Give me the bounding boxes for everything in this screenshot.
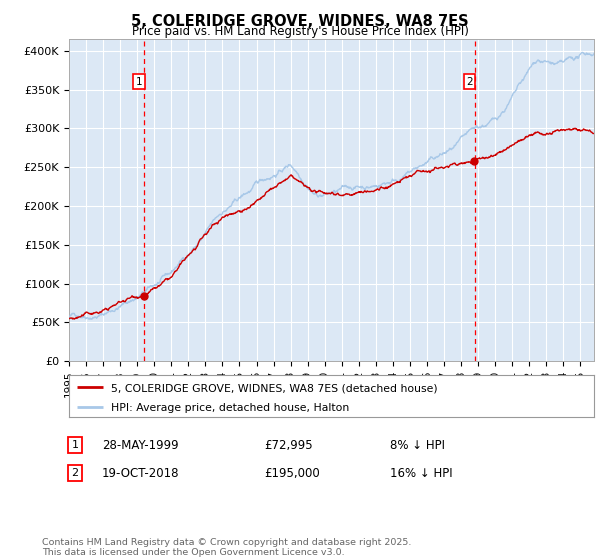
Text: 16% ↓ HPI: 16% ↓ HPI: [390, 466, 452, 480]
Text: HPI: Average price, detached house, Halton: HPI: Average price, detached house, Halt…: [111, 403, 349, 413]
Text: £72,995: £72,995: [264, 438, 313, 452]
Text: Contains HM Land Registry data © Crown copyright and database right 2025.
This d: Contains HM Land Registry data © Crown c…: [42, 538, 412, 557]
Text: 1: 1: [71, 440, 79, 450]
Text: 2: 2: [466, 77, 473, 87]
Text: 28-MAY-1999: 28-MAY-1999: [102, 438, 179, 452]
Text: 1: 1: [136, 77, 142, 87]
Text: 19-OCT-2018: 19-OCT-2018: [102, 466, 179, 480]
Text: 5, COLERIDGE GROVE, WIDNES, WA8 7ES (detached house): 5, COLERIDGE GROVE, WIDNES, WA8 7ES (det…: [111, 384, 437, 394]
Text: Price paid vs. HM Land Registry's House Price Index (HPI): Price paid vs. HM Land Registry's House …: [131, 25, 469, 38]
Text: 8% ↓ HPI: 8% ↓ HPI: [390, 438, 445, 452]
Text: £195,000: £195,000: [264, 466, 320, 480]
Text: 5, COLERIDGE GROVE, WIDNES, WA8 7ES: 5, COLERIDGE GROVE, WIDNES, WA8 7ES: [131, 14, 469, 29]
Text: 2: 2: [71, 468, 79, 478]
